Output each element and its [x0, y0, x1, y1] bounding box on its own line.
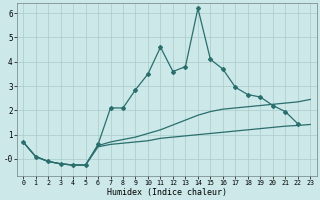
X-axis label: Humidex (Indice chaleur): Humidex (Indice chaleur) [107, 188, 227, 197]
